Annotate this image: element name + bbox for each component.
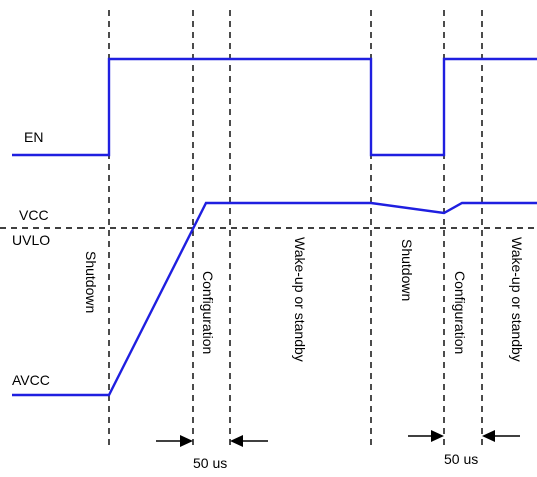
vcc-label: VCC bbox=[19, 207, 49, 223]
uvlo-label: UVLO bbox=[12, 232, 50, 248]
phase-label-shutdown-2: Shutdown bbox=[399, 239, 415, 301]
phase-label-configuration-1: Configuration bbox=[200, 271, 216, 354]
delay-label-2: 50 us bbox=[444, 451, 478, 467]
delay-arrowhead-left-2 bbox=[431, 430, 444, 442]
delay-arrowhead-right-2 bbox=[482, 430, 495, 442]
phase-label-shutdown-1: Shutdown bbox=[83, 251, 99, 313]
phase-label-wake-1: Wake-up or standby bbox=[292, 237, 308, 362]
delay-label-1: 50 us bbox=[193, 455, 227, 471]
phase-label-wake-2: Wake-up or standby bbox=[509, 237, 525, 362]
phase-label-configuration-2: Configuration bbox=[452, 271, 468, 354]
delay-arrowhead-right-1 bbox=[230, 435, 243, 447]
en-waveform bbox=[12, 57, 537, 157]
en-label: EN bbox=[24, 129, 43, 145]
vcc-waveform bbox=[12, 201, 537, 397]
avcc-label: AVCC bbox=[12, 372, 50, 388]
delay-arrowhead-left-1 bbox=[180, 435, 193, 447]
